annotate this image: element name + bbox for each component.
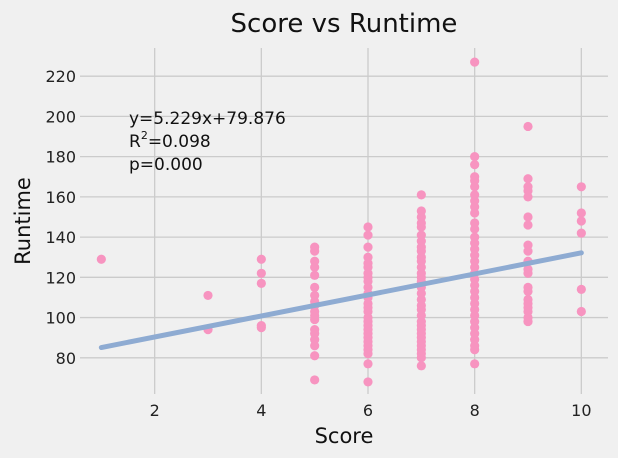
- data-point: [576, 216, 586, 226]
- data-point: [256, 254, 266, 264]
- x-axis-title: Score: [315, 424, 374, 448]
- data-point: [310, 282, 320, 292]
- data-point: [576, 182, 586, 192]
- data-point: [416, 222, 426, 232]
- data-point: [203, 290, 213, 301]
- regression-line: [98, 250, 584, 351]
- data-point: [310, 246, 320, 256]
- data-point: [470, 152, 480, 162]
- x-tick-label: 10: [571, 401, 591, 420]
- data-point: [576, 208, 586, 218]
- data-point: [416, 361, 426, 371]
- data-point: [363, 377, 373, 387]
- data-point: [256, 278, 266, 288]
- regression-annotation: y=5.229x+79.876 R2=0.098 p=0.000: [129, 109, 286, 175]
- data-point: [363, 359, 373, 369]
- data-point: [310, 262, 320, 272]
- regression-line-group: [98, 250, 584, 351]
- y-tick-label: 120: [45, 268, 76, 287]
- x-tick-label: 6: [363, 401, 373, 420]
- data-point: [523, 268, 533, 278]
- data-point: [310, 270, 320, 280]
- x-tick-labels: 2 4 6 8 10: [150, 401, 592, 420]
- data-point: [310, 314, 320, 325]
- data-point: [363, 242, 373, 252]
- data-point: [310, 341, 320, 351]
- data-point: [523, 316, 533, 327]
- y-tick-label: 180: [45, 148, 76, 167]
- data-points: [96, 57, 586, 387]
- data-point: [523, 121, 533, 132]
- chart-title: Score vs Runtime: [231, 9, 458, 39]
- data-point: [256, 323, 266, 333]
- y-axis-title: Runtime: [11, 177, 35, 265]
- x-tick-label: 8: [470, 401, 480, 420]
- data-point: [470, 359, 480, 369]
- y-tick-label: 160: [45, 188, 76, 207]
- data-point: [416, 190, 426, 200]
- y-tick-label: 100: [45, 309, 76, 328]
- data-point: [523, 212, 533, 222]
- data-point: [470, 57, 480, 67]
- data-point: [363, 230, 373, 240]
- data-point: [470, 345, 480, 355]
- regression-equation: y=5.229x+79.876: [129, 109, 286, 129]
- x-tick-label: 4: [256, 401, 266, 420]
- y-tick-label: 80: [56, 349, 76, 368]
- data-point: [576, 284, 586, 294]
- data-point: [523, 174, 533, 184]
- data-point: [470, 208, 480, 218]
- data-point: [470, 224, 480, 234]
- data-point: [256, 268, 266, 278]
- data-point: [416, 353, 426, 363]
- data-point: [523, 246, 533, 256]
- r-squared-value: =0.098: [148, 132, 211, 152]
- data-point: [523, 286, 533, 297]
- r-squared-exponent: 2: [141, 129, 148, 142]
- r-squared-label: R2=0.098: [129, 129, 211, 152]
- data-point: [576, 306, 586, 317]
- data-point: [523, 192, 533, 202]
- data-point: [96, 254, 106, 264]
- data-point: [363, 222, 373, 232]
- data-point: [310, 351, 320, 361]
- data-point: [363, 349, 373, 359]
- data-point: [470, 160, 480, 170]
- r-symbol: R: [129, 132, 141, 152]
- y-tick-labels: 80 100 120 140 160 180 200 220: [45, 67, 76, 368]
- y-tick-label: 140: [45, 228, 76, 247]
- data-point: [523, 220, 533, 230]
- data-point: [576, 228, 586, 238]
- y-tick-label: 200: [45, 107, 76, 126]
- y-tick-label: 220: [45, 67, 76, 86]
- data-point: [470, 182, 480, 192]
- x-tick-label: 2: [150, 401, 160, 420]
- p-value-label: p=0.000: [129, 155, 203, 175]
- data-point: [310, 375, 320, 385]
